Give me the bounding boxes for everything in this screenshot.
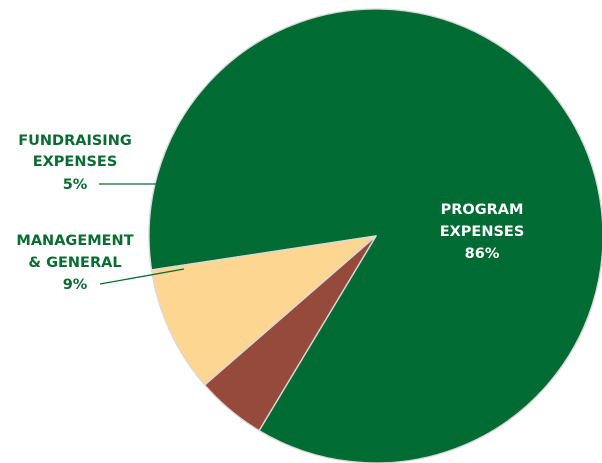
management-label-line-1: MANAGEMENT [16, 233, 133, 249]
management-leader-line [99, 268, 185, 285]
management-label-line-2: & GENERAL [28, 255, 121, 271]
program-percent: 86% [465, 246, 500, 262]
management-slice [150, 235, 377, 386]
fundraising-label-line-1: FUNDRAISING [18, 133, 132, 149]
fundraising-percent: 5% [63, 177, 88, 193]
program-label-line-1: PROGRAM [441, 202, 524, 218]
fundraising-label-line-2: EXPENSES [33, 154, 118, 170]
pie-slices [148, 8, 602, 463]
management-percent: 9% [63, 277, 88, 293]
program-label-line-2: EXPENSES [440, 224, 525, 240]
